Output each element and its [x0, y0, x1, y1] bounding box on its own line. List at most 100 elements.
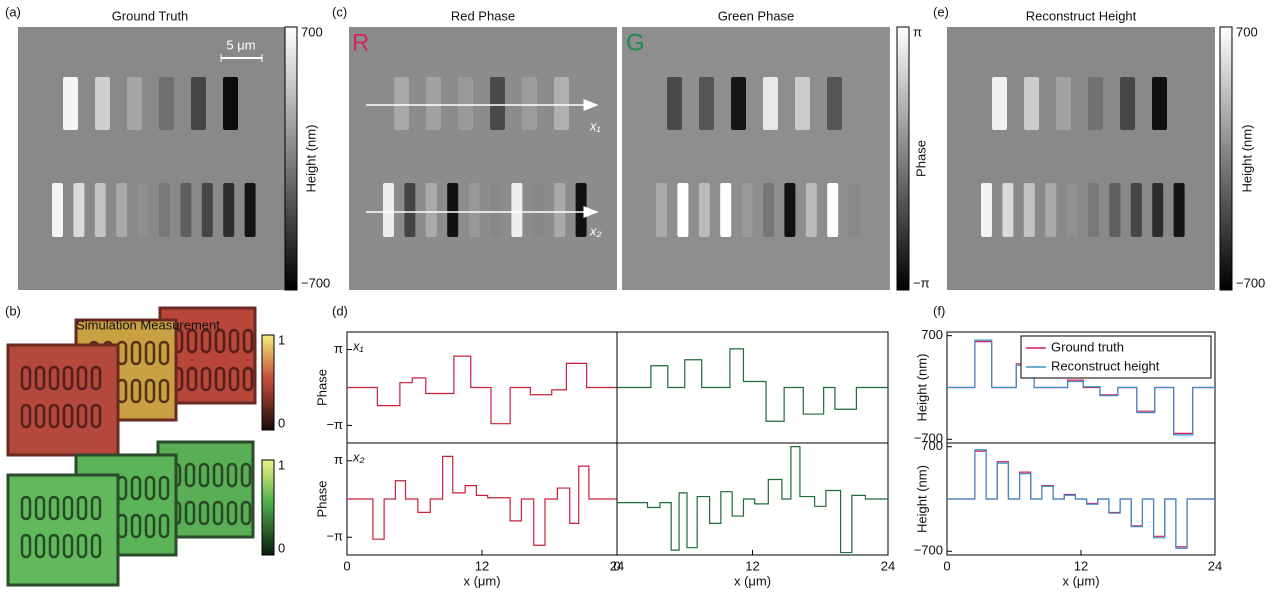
feature [223, 183, 235, 237]
pattern [20, 533, 32, 559]
feature [720, 183, 732, 237]
pattern [144, 378, 156, 404]
pattern [186, 366, 198, 392]
feature [1130, 183, 1142, 237]
pattern [214, 366, 226, 392]
feature [1045, 183, 1057, 237]
feature [741, 183, 753, 237]
pattern [200, 366, 212, 392]
label: 1 [278, 457, 285, 472]
pattern [158, 378, 170, 404]
feature [223, 77, 238, 130]
feature [116, 183, 128, 237]
feature [554, 77, 569, 130]
feature [490, 183, 501, 237]
pattern [90, 495, 102, 521]
label: Phase [314, 481, 329, 518]
plot-frame [616, 331, 889, 444]
colorbar [896, 26, 910, 291]
label: Height (nm) [1239, 125, 1254, 193]
measurement [6, 343, 120, 457]
pattern [130, 513, 142, 539]
pattern [144, 475, 156, 501]
label: −π [913, 275, 930, 290]
y-tick-label: π [334, 341, 343, 356]
label: 0 [278, 540, 285, 555]
pattern [198, 500, 210, 526]
label: Phase [314, 369, 329, 406]
label: Height (nm) [914, 465, 929, 533]
pattern [20, 495, 32, 521]
image [947, 27, 1215, 290]
feature [127, 77, 142, 130]
x-tick-label: 24 [1208, 558, 1222, 573]
feature [73, 183, 85, 237]
pattern [242, 328, 254, 354]
feature [698, 183, 710, 237]
feature [137, 183, 149, 237]
feature [763, 183, 774, 237]
pattern [48, 403, 60, 429]
pattern [62, 403, 74, 429]
line [947, 339, 1215, 436]
pattern [130, 340, 142, 366]
pattern [20, 365, 32, 391]
feature [575, 183, 587, 237]
feature [52, 183, 63, 237]
y-tick-label: −700 [914, 431, 943, 446]
feature [458, 77, 473, 130]
feature [447, 183, 459, 237]
feature [426, 77, 441, 130]
pattern [242, 366, 254, 392]
colorbar [261, 334, 275, 431]
y-tick-label: −700 [914, 543, 943, 558]
feature [667, 77, 682, 130]
feature [159, 77, 174, 130]
feature [511, 183, 523, 237]
pattern [158, 475, 170, 501]
image-content [656, 77, 860, 237]
pattern [34, 365, 46, 391]
label: π [913, 24, 922, 39]
label: (f) [933, 303, 945, 318]
pattern [226, 500, 238, 526]
measurement [6, 473, 120, 587]
y-tick-label: −π [326, 529, 343, 544]
feature [992, 77, 1007, 130]
label: Simulation Measurement [76, 317, 220, 332]
label: x₁ [589, 118, 601, 133]
feature [763, 77, 778, 130]
label: 700 [1236, 24, 1258, 39]
image [622, 27, 890, 290]
feature [554, 183, 566, 237]
feature [180, 183, 192, 237]
label: x₂ [352, 449, 365, 464]
pattern [90, 403, 102, 429]
feature [805, 183, 817, 237]
pattern [76, 533, 88, 559]
pattern [76, 365, 88, 391]
label: (c) [332, 4, 347, 19]
label: x (μm) [463, 573, 500, 588]
line [947, 449, 1215, 549]
label: (b) [5, 303, 21, 318]
image-content [52, 77, 256, 237]
label: x (μm) [1062, 573, 1099, 588]
label: −700 [1236, 275, 1265, 290]
feature [1152, 183, 1164, 237]
pattern [240, 500, 252, 526]
label: Green Phase [718, 8, 795, 23]
feature [1023, 183, 1035, 237]
x-tick-label: 0 [943, 558, 950, 573]
colorbar [284, 26, 298, 291]
pattern [130, 378, 142, 404]
feature [201, 183, 213, 237]
feature [1088, 183, 1099, 237]
label: x₁ [352, 338, 364, 353]
label: 700 [301, 24, 323, 39]
label: Phase [913, 140, 928, 177]
pattern [62, 365, 74, 391]
legend-label: Ground truth [1051, 339, 1124, 354]
colorbar [261, 459, 275, 556]
colorbar [1219, 26, 1233, 291]
